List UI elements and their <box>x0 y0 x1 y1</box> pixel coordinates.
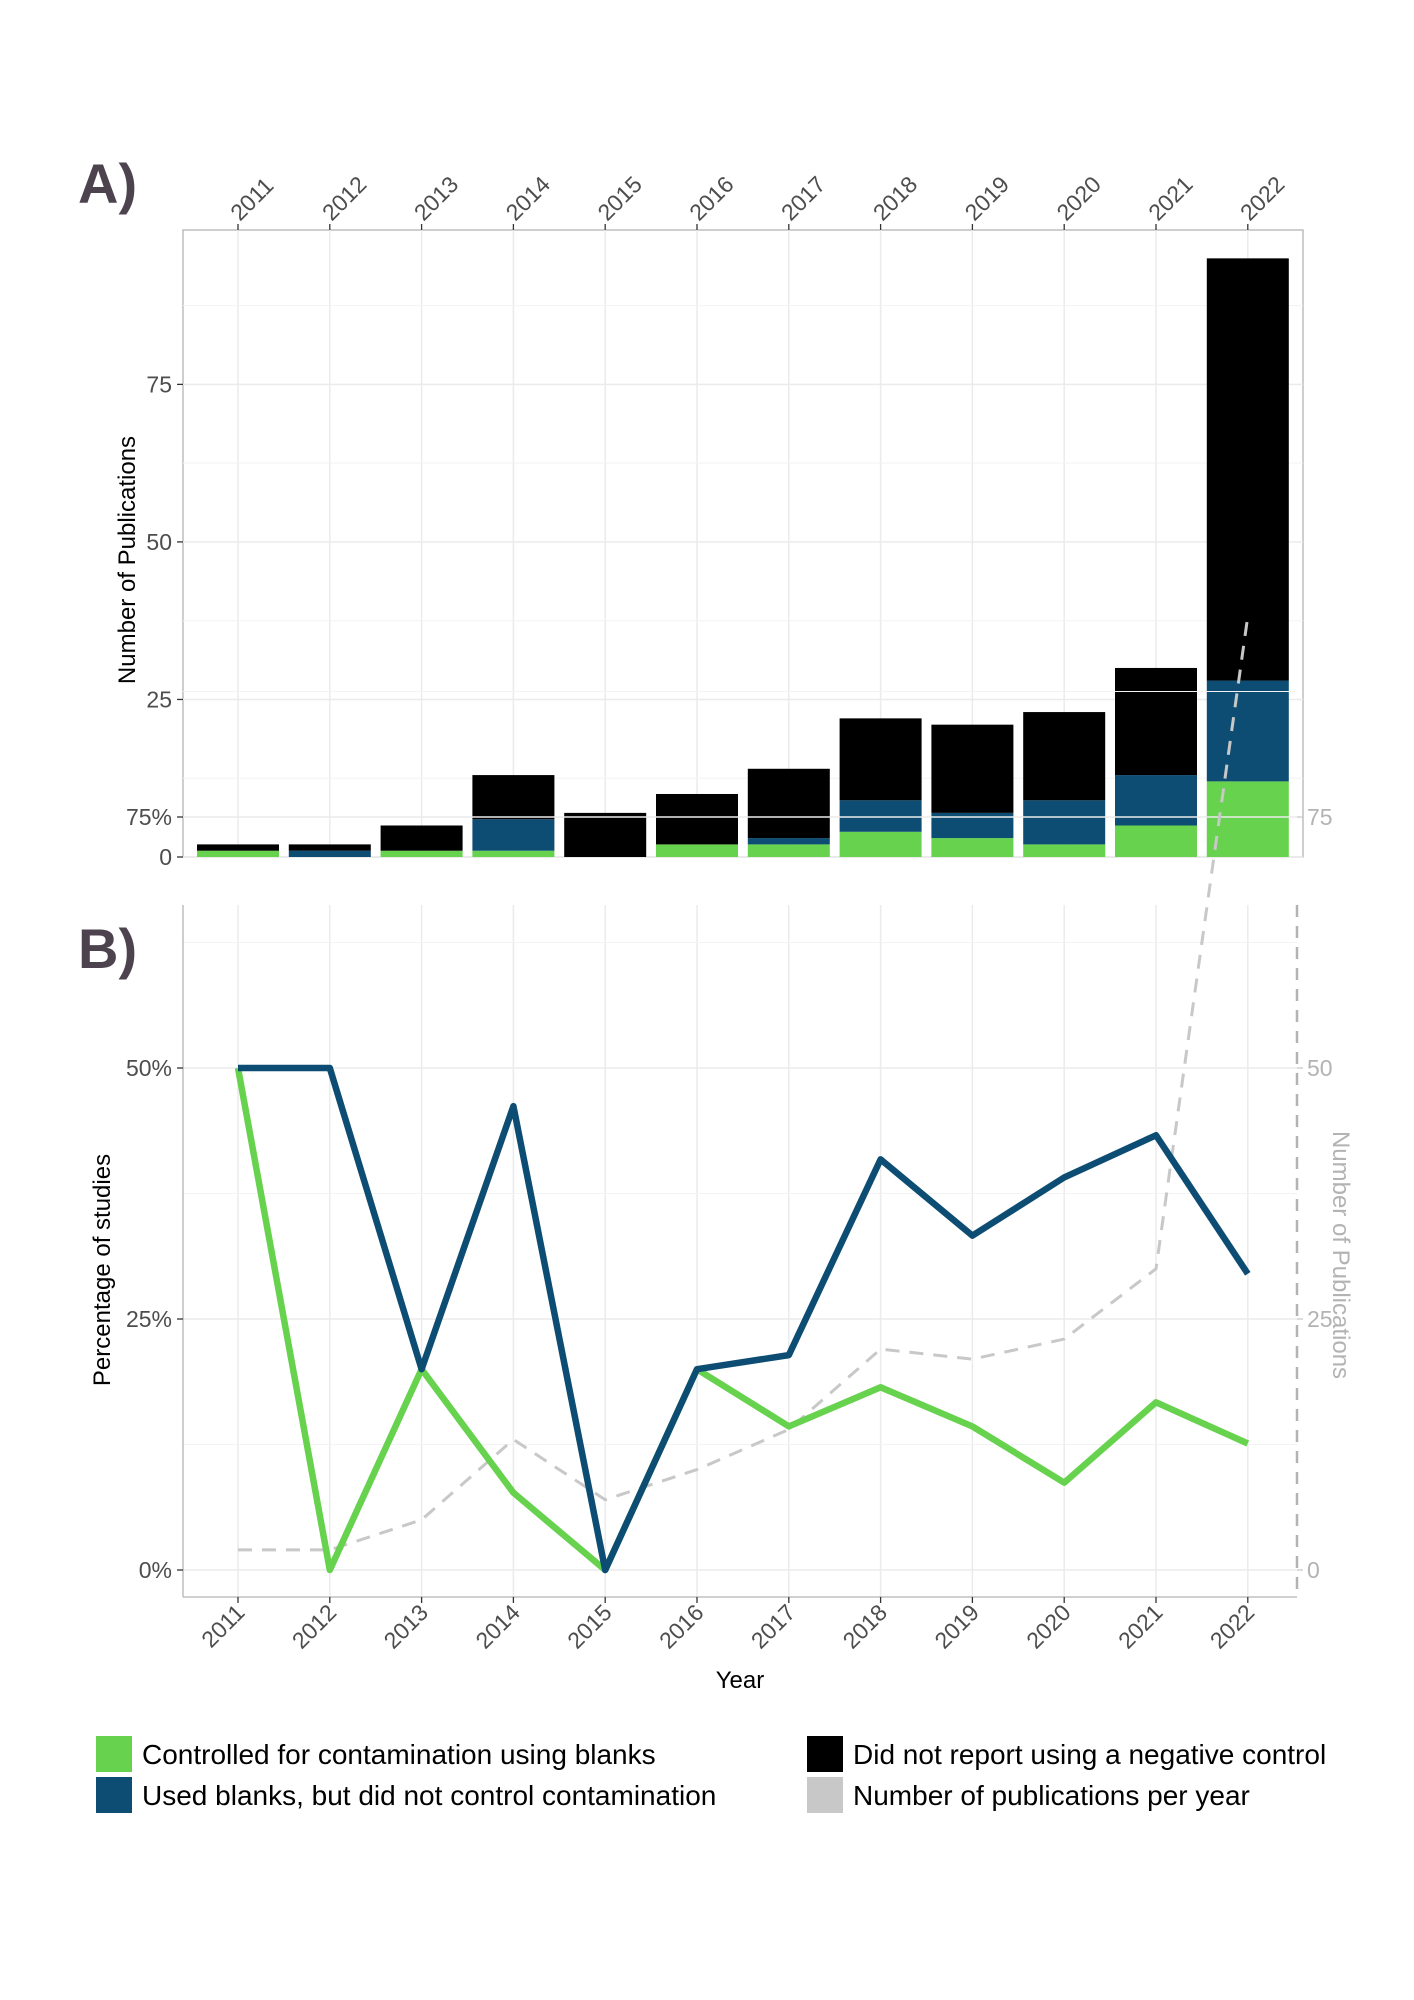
legend-label: Number of publications per year <box>853 1780 1250 1811</box>
panel-a-y-tick-label: 50 <box>146 529 172 555</box>
bar-segment-2022-s2 <box>1206 258 1289 681</box>
legend-item: Controlled for contamination using blank… <box>96 1736 656 1772</box>
panel-b-x-tick-label: 2022 <box>1205 1599 1260 1654</box>
panel-a-x-tick-label: 2012 <box>317 171 372 226</box>
series-line-2 <box>238 615 1250 1552</box>
panel-b-x-tick-label: 2015 <box>562 1599 617 1654</box>
bar-segment-2020-s1 <box>1023 800 1106 845</box>
bar-segment-2017-s1 <box>747 838 830 845</box>
legend-swatch <box>807 1777 843 1813</box>
series-line-0 <box>234 1067 1250 1574</box>
panel-a-x-tick-label: 2015 <box>592 171 647 226</box>
panel-b-x-tick-label: 2016 <box>654 1599 709 1654</box>
panel-a-y-axis-title: Number of Publications <box>114 436 141 684</box>
bar-segment-2012-s1 <box>288 850 371 857</box>
panel-b-y2-tick-label: 25 <box>1307 1306 1333 1332</box>
bar-segment-2016-s0 <box>656 844 738 857</box>
panel-b-y-tick-label: 75% <box>126 804 172 830</box>
bar-segment-2017-s0 <box>747 844 830 857</box>
bar-segment-2020-s0 <box>1023 844 1106 857</box>
panel-b-x-tick-label: 2014 <box>470 1599 525 1654</box>
panel-a-y-tick-label: 25 <box>146 686 172 712</box>
panel-b-y-tick-label: 25% <box>126 1306 172 1332</box>
bar-segment-2022-s1 <box>1206 680 1289 782</box>
bar-segment-2020-s2 <box>1023 712 1106 801</box>
panel-a-x-tick-label: 2016 <box>684 171 739 226</box>
panel-b-x-axis-title: Year <box>716 1667 765 1694</box>
panel-b-y-tick-label: 0% <box>139 1557 172 1583</box>
panel-b-x-tick-label: 2020 <box>1021 1599 1076 1654</box>
bar-segment-2013-s2 <box>380 825 463 851</box>
panel-b-x-tick-label: 2019 <box>929 1599 984 1654</box>
bar-segment-2014-s0 <box>472 850 555 857</box>
legend-swatch <box>96 1736 132 1772</box>
bar-segment-2011-s0 <box>197 850 279 857</box>
panel-a-x-tick-labels: 2011 2012 2013 2014 2015 2016 2017 2018 2019 2020… <box>225 171 1290 230</box>
panel-a-x-tick-label: 2017 <box>776 171 831 226</box>
panel-b-x-tick-labels: 2011 2012 2013 2014 2015 2016 2017 2018 2019 2020… <box>196 1597 1259 1654</box>
bar-segment-2019-s0 <box>931 838 1014 857</box>
panel-b-y-axis-title: Percentage of studies <box>89 1154 116 1386</box>
panel-b-x-tick-label: 2018 <box>838 1599 893 1654</box>
panel-b-x-tick-label: 2011 <box>196 1599 249 1652</box>
panel-a-x-tick-label: 2019 <box>960 171 1015 226</box>
panel-b-x-tick-label: 2017 <box>746 1599 801 1654</box>
bar-segment-2018-s2 <box>839 718 922 801</box>
panel-a-y-tick-label: 0 <box>159 844 172 870</box>
bar-segment-2021-s0 <box>1115 825 1197 857</box>
bar-segment-2013-s0 <box>380 850 463 857</box>
legend-swatch <box>96 1777 132 1813</box>
panel-b-lines <box>234 615 1251 1574</box>
panel-b-x-tick-label: 2012 <box>287 1599 342 1654</box>
panel-b-x-tick-label: 2013 <box>379 1599 434 1654</box>
panel-a-label: A) <box>78 152 137 215</box>
series-line-1 <box>238 1064 1251 1574</box>
panel-b-y-tick-label: 50% <box>126 1055 172 1081</box>
legend-item: Number of publications per year <box>807 1777 1250 1813</box>
panel-b-label: B) <box>78 917 137 980</box>
bar-segment-2011-s2 <box>197 844 279 851</box>
panel-a-y-tick-labels: 0 25 50 75 <box>146 371 183 870</box>
bar-segment-2015-s2 <box>564 812 647 857</box>
panel-a-x-tick-label: 2013 <box>409 171 464 226</box>
panel-a-x-tick-label: 2022 <box>1235 171 1290 226</box>
panel-a-x-tick-label: 2020 <box>1051 171 1106 226</box>
panel-b-y-tick-labels: 0% 25% 50% 75% <box>126 804 183 1583</box>
panel-b-x-tick-label: 2021 <box>1113 1599 1168 1654</box>
legend-label: Controlled for contamination using blank… <box>142 1739 656 1770</box>
panel-a-x-tick-label: 2018 <box>868 171 923 226</box>
legend-swatch <box>807 1736 843 1772</box>
panel-b-secondary-y-tick-labels: 0 25 50 75 <box>1297 804 1333 1583</box>
panel-b-secondary-y-axis-title: Number of Publications <box>1327 1131 1354 1379</box>
panel-a-bars <box>197 258 1289 857</box>
bar-segment-2018-s0 <box>839 831 922 857</box>
legend-label: Used blanks, but did not control contami… <box>142 1780 716 1811</box>
panel-a-y-tick-label: 75 <box>146 371 172 397</box>
bar-segment-2012-s2 <box>288 844 371 851</box>
panel-a-x-tick-label: 2014 <box>501 171 556 226</box>
bar-segment-2016-s2 <box>656 793 738 845</box>
panel-a-x-tick-label: 2011 <box>225 172 278 225</box>
legend: Controlled for contamination using blank… <box>96 1736 1326 1813</box>
panel-b-y2-tick-label: 0 <box>1307 1557 1320 1583</box>
bar-segment-2018-s1 <box>839 800 922 832</box>
panel-b-y2-tick-label: 75 <box>1307 804 1333 830</box>
panel-a-gridlines <box>183 230 1303 858</box>
bar-segment-2014-s2 <box>472 775 555 820</box>
legend-item: Used blanks, but did not control contami… <box>96 1777 716 1813</box>
bar-segment-2019-s2 <box>931 724 1014 813</box>
bar-segment-2021-s2 <box>1115 667 1197 776</box>
legend-label: Did not report using a negative control <box>853 1739 1326 1770</box>
panel-a-x-tick-label: 2021 <box>1143 171 1198 226</box>
panel-b-y2-tick-label: 50 <box>1307 1055 1333 1081</box>
legend-item: Did not report using a negative control <box>807 1736 1326 1772</box>
bar-segment-2014-s1 <box>472 819 555 851</box>
bar-segment-2021-s1 <box>1115 775 1197 826</box>
bar-segment-2017-s2 <box>747 768 830 839</box>
